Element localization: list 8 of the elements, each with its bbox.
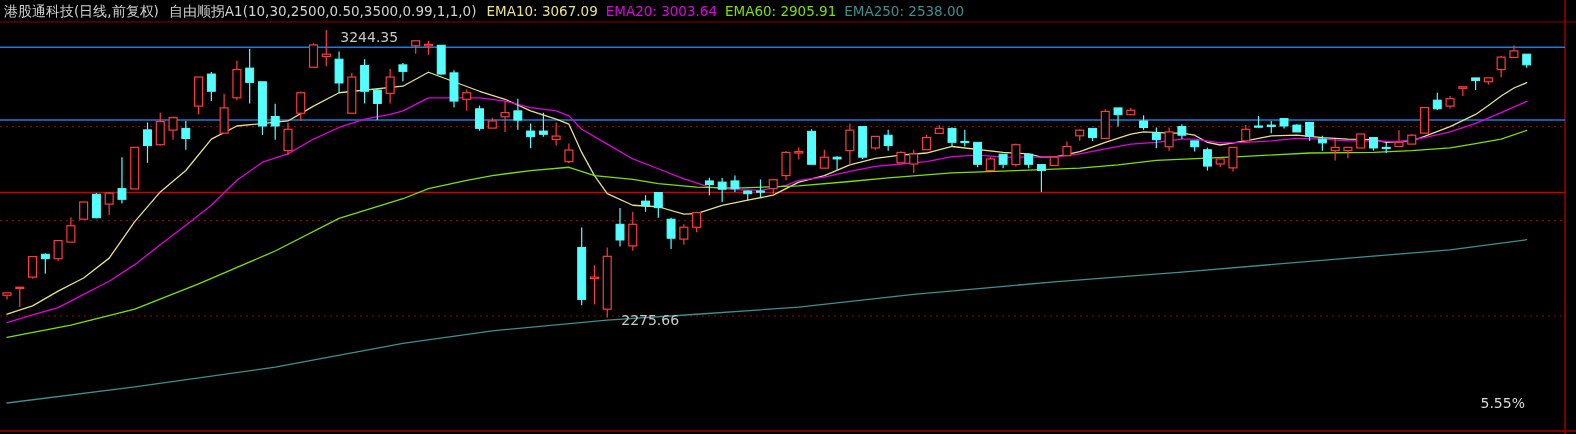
text: EMA60: 2905.91 — [725, 3, 837, 19]
text: EMA10: 3067.09 — [486, 3, 598, 19]
chart-subtitle: 自由顺拐A1(10,30,2500,0.50,3500,0.99,1,1,0) — [168, 3, 477, 19]
text: EMA250: 2538.00 — [844, 3, 965, 19]
chart-title: 港股通科技(日线,前复权) — [4, 3, 159, 19]
text: 5.55% — [1480, 395, 1525, 411]
annotation: 3244.35 — [340, 29, 399, 45]
text: EMA20: 3003.64 — [605, 3, 718, 19]
